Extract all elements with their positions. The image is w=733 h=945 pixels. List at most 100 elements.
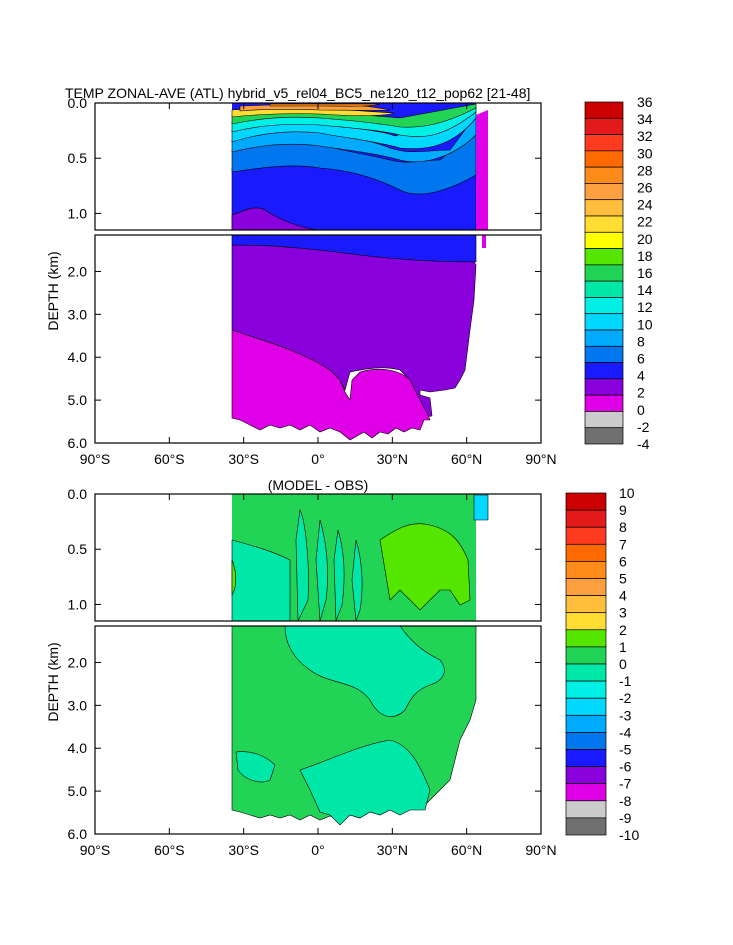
colorbar-label: 20 (637, 231, 653, 247)
colorbar-label: 26 (637, 180, 653, 196)
colorbar-swatch (584, 411, 624, 429)
x-tick-label: 60°N (451, 842, 482, 858)
contour-band (315, 519, 328, 621)
colorbar-swatch (584, 231, 624, 249)
colorbar-label: 28 (637, 162, 653, 178)
colorbar-swatch (565, 526, 607, 545)
y-tick-label: 6.0 (68, 826, 88, 842)
colorbar-swatch (565, 612, 607, 631)
contour-band (351, 539, 363, 621)
contour-band (333, 529, 345, 621)
x-tick-label: 0° (311, 451, 324, 467)
y-tick-label: 4.0 (68, 349, 88, 365)
colorbar-label: 0 (619, 656, 627, 672)
x-tick-label: 90°S (80, 451, 111, 467)
colorbar-swatch (584, 427, 624, 445)
colorbar-swatch (565, 578, 607, 596)
colorbar-swatch (565, 492, 607, 511)
colorbar-label: 10 (619, 485, 635, 501)
colorbar-label: 4 (619, 588, 627, 604)
colorbar-label: -5 (619, 742, 632, 758)
colorbar-swatch (584, 394, 624, 412)
temperature-panel: TEMP ZONAL-AVE (ATL) hybrid_v5_rel04_BC5… (45, 85, 653, 467)
colorbar-label: 24 (637, 197, 653, 213)
contour-band (482, 235, 486, 248)
colorbar-label: 36 (637, 94, 653, 110)
colorbar-swatch (584, 329, 624, 347)
contour-band (473, 494, 489, 521)
colorbar-swatch (565, 680, 607, 699)
colorbar-label: 10 (637, 316, 653, 332)
colorbar-label: -2 (637, 419, 650, 435)
colorbar-label: -4 (619, 724, 632, 740)
contour-band (379, 523, 471, 611)
colorbar-swatch (565, 749, 607, 767)
colorbar-label: 8 (619, 519, 627, 535)
colorbar-swatch (565, 766, 607, 785)
colorbar-label: -9 (619, 810, 632, 826)
colorbar-label: 4 (637, 368, 645, 384)
colorbar-swatch (584, 280, 624, 298)
colorbar-label: 2 (637, 385, 645, 401)
y-tick-label: 0.0 (68, 95, 88, 111)
colorbar-label: 3 (619, 605, 627, 621)
colorbar-swatch (565, 714, 607, 733)
colorbar-swatch (565, 697, 607, 716)
colorbar-label: 18 (637, 248, 653, 264)
x-tick-label: 60°N (451, 451, 482, 467)
contour-band (231, 329, 431, 441)
colorbar-swatch (565, 663, 607, 682)
colorbar-label: -10 (619, 827, 639, 843)
contour-band (231, 559, 237, 597)
x-tick-label: 60°S (154, 451, 185, 467)
y-tick-label: 5.0 (68, 783, 88, 799)
contour-band (284, 626, 445, 717)
lower-field (231, 626, 477, 826)
y-tick-label: 3.0 (68, 697, 88, 713)
colorbar-swatch (565, 595, 607, 614)
x-tick-label: 0° (311, 842, 324, 858)
y-tick-label: 5.0 (68, 392, 88, 408)
colorbar-label: 34 (637, 111, 653, 127)
colorbar-swatch (584, 345, 624, 363)
x-tick-label: 90°N (525, 451, 556, 467)
colorbar-label: 12 (637, 299, 653, 315)
x-tick-label: 30°N (377, 451, 408, 467)
colorbar-swatch (565, 783, 607, 802)
x-tick-label: 30°N (377, 842, 408, 858)
y-tick-label: 2.0 (68, 263, 88, 279)
colorbar-swatch (584, 199, 624, 217)
chart-title: (MODEL - OBS) (268, 477, 369, 493)
model-minus-obs-panel: (MODEL - OBS) 90°S 60°S 30°S 0° 30°N 60°N 90°N 0… (45, 477, 639, 858)
x-tick-label: 30°S (228, 451, 259, 467)
x-tick-label: 60°S (154, 842, 185, 858)
colorbar-label: 7 (619, 536, 627, 552)
colorbar-swatch (565, 629, 607, 648)
colorbar-label: 2 (619, 622, 627, 638)
colorbar-label: 6 (637, 351, 645, 367)
colorbar-label: -6 (619, 759, 632, 775)
colorbar-label: 22 (637, 214, 653, 230)
colorbar-label: 30 (637, 145, 653, 161)
colorbar-swatch (565, 817, 607, 836)
upper-field (231, 494, 489, 621)
colorbar-swatch (584, 264, 624, 282)
y-tick-label: 4.0 (68, 740, 88, 756)
colorbar-swatch (584, 150, 624, 168)
colorbar-label: -1 (619, 673, 632, 689)
contour-band (231, 207, 321, 230)
colorbar-swatch (584, 313, 624, 331)
colorbar-swatch (584, 297, 624, 315)
colorbar-label: -7 (619, 776, 632, 792)
y-tick-label: 0.0 (68, 486, 88, 502)
colorbar-swatch (584, 378, 624, 396)
colorbar-label: 8 (637, 333, 645, 349)
y-axis-label: DEPTH (km) (45, 642, 61, 721)
y-tick-label: 1.0 (68, 205, 88, 221)
colorbar-label: 6 (619, 553, 627, 569)
colorbar-label: -2 (619, 690, 632, 706)
y-tick-label: 0.5 (68, 541, 88, 557)
y-tick-label: 3.0 (68, 306, 88, 322)
y-tick-label: 6.0 (68, 435, 88, 451)
